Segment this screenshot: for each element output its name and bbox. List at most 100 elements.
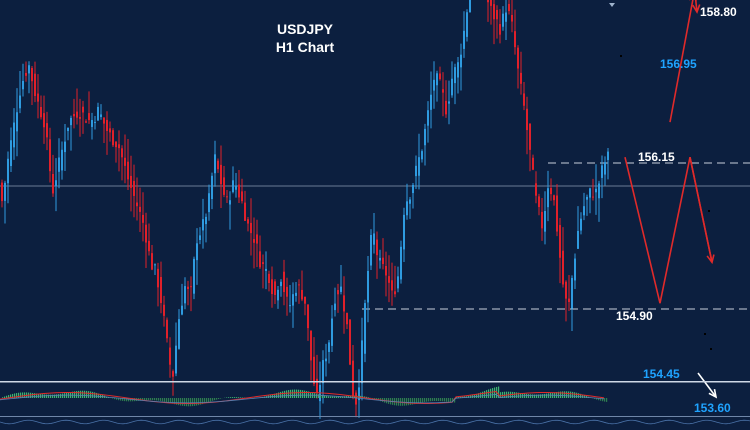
candle-body [172,371,174,377]
candle-body [298,284,300,286]
macd-bar [306,391,308,398]
macd-bar [64,393,66,398]
price-lines [0,162,750,310]
forecast-arrow-up-2-head [692,4,701,14]
macd-bar [516,392,518,398]
candle-body [460,54,462,68]
level-label-154-90: 154.90 [616,309,653,323]
candle-body [580,218,582,231]
candle-body [577,230,579,249]
macd-bar [428,398,430,402]
scroll-marker-icon [609,3,615,7]
macd-bar [488,389,490,398]
macd-bar [140,398,142,401]
candle-body [19,95,21,109]
macd-bar [544,393,546,398]
macd-bar [118,398,120,401]
macd-bar [442,398,444,402]
macd-bar [444,398,446,402]
macd-bar [594,398,596,399]
candle-body [46,123,48,138]
macd-bar [334,396,336,398]
level-label-158-80: 158.80 [700,5,737,19]
candle-body [505,12,507,22]
candle-body [76,111,78,118]
candle-body [271,279,273,295]
macd-bar [326,395,328,398]
candle-body [382,257,384,265]
candle-body [100,114,102,117]
macd-bar [282,391,284,398]
macd-bar [460,396,462,398]
macd-signal-line [0,390,605,404]
macd-bar [10,394,12,398]
macd-bar [276,393,278,398]
macd-bar [8,395,10,398]
candle-body [328,342,330,352]
macd-bar [144,398,146,401]
macd-bar [340,396,342,398]
candle-body [307,304,309,329]
macd-bar [74,391,76,398]
marker-dot [704,333,706,335]
candle-body [562,250,564,285]
macd-bar [420,398,422,403]
candle-body [343,295,345,312]
macd-bar [204,398,206,404]
candle-body [304,296,306,304]
macd-bar [232,397,234,398]
macd-bar [302,390,304,398]
macd-bar [290,389,292,398]
candle-body [463,30,465,49]
macd-bar [408,398,410,406]
candle-body [292,294,294,306]
candle-body [595,188,597,193]
candle-body [418,157,420,176]
macd-bar [324,395,326,398]
macd-bar [50,394,52,398]
macd-bar [278,392,280,398]
candle-body [316,378,318,393]
candle-body [286,286,288,297]
chart-subtitle: H1 Chart [276,39,335,55]
macd-bar [352,395,354,398]
macd-bar [196,398,198,406]
macd-bar [108,397,110,398]
macd-bar [436,398,438,401]
macd-bar [176,398,178,405]
candle-body [136,202,138,207]
macd-bar [538,394,540,398]
panel-separator [0,381,750,383]
macd-bar [14,393,16,398]
candle-body [7,158,9,184]
candle-body [376,239,378,256]
macd-bar [480,392,482,398]
macd-bar [304,390,306,398]
macd-bar [500,392,502,398]
candle-body [388,276,390,283]
macd-bar [194,398,196,406]
candle-body [235,185,237,190]
macd-bar [540,394,542,398]
macd-bar [300,389,302,398]
macd-bar [78,390,80,398]
candle-body [424,128,426,146]
macd-bar [406,398,408,406]
macd-bar [564,391,566,398]
candle-body [160,277,162,304]
candle-body [97,106,99,121]
macd-bar [484,390,486,398]
candle-body [211,175,213,200]
candle-body [466,12,468,37]
macd-bar [452,398,454,403]
macd-bar [122,398,124,401]
candle-body [88,113,90,121]
candle-body [28,65,30,74]
macd-bar [596,398,598,400]
candle-body [403,214,405,250]
candle-body [379,257,381,261]
candle-body [517,47,519,69]
macd-bar [202,398,204,405]
candle-body [310,330,312,361]
macd-bar [378,398,380,401]
